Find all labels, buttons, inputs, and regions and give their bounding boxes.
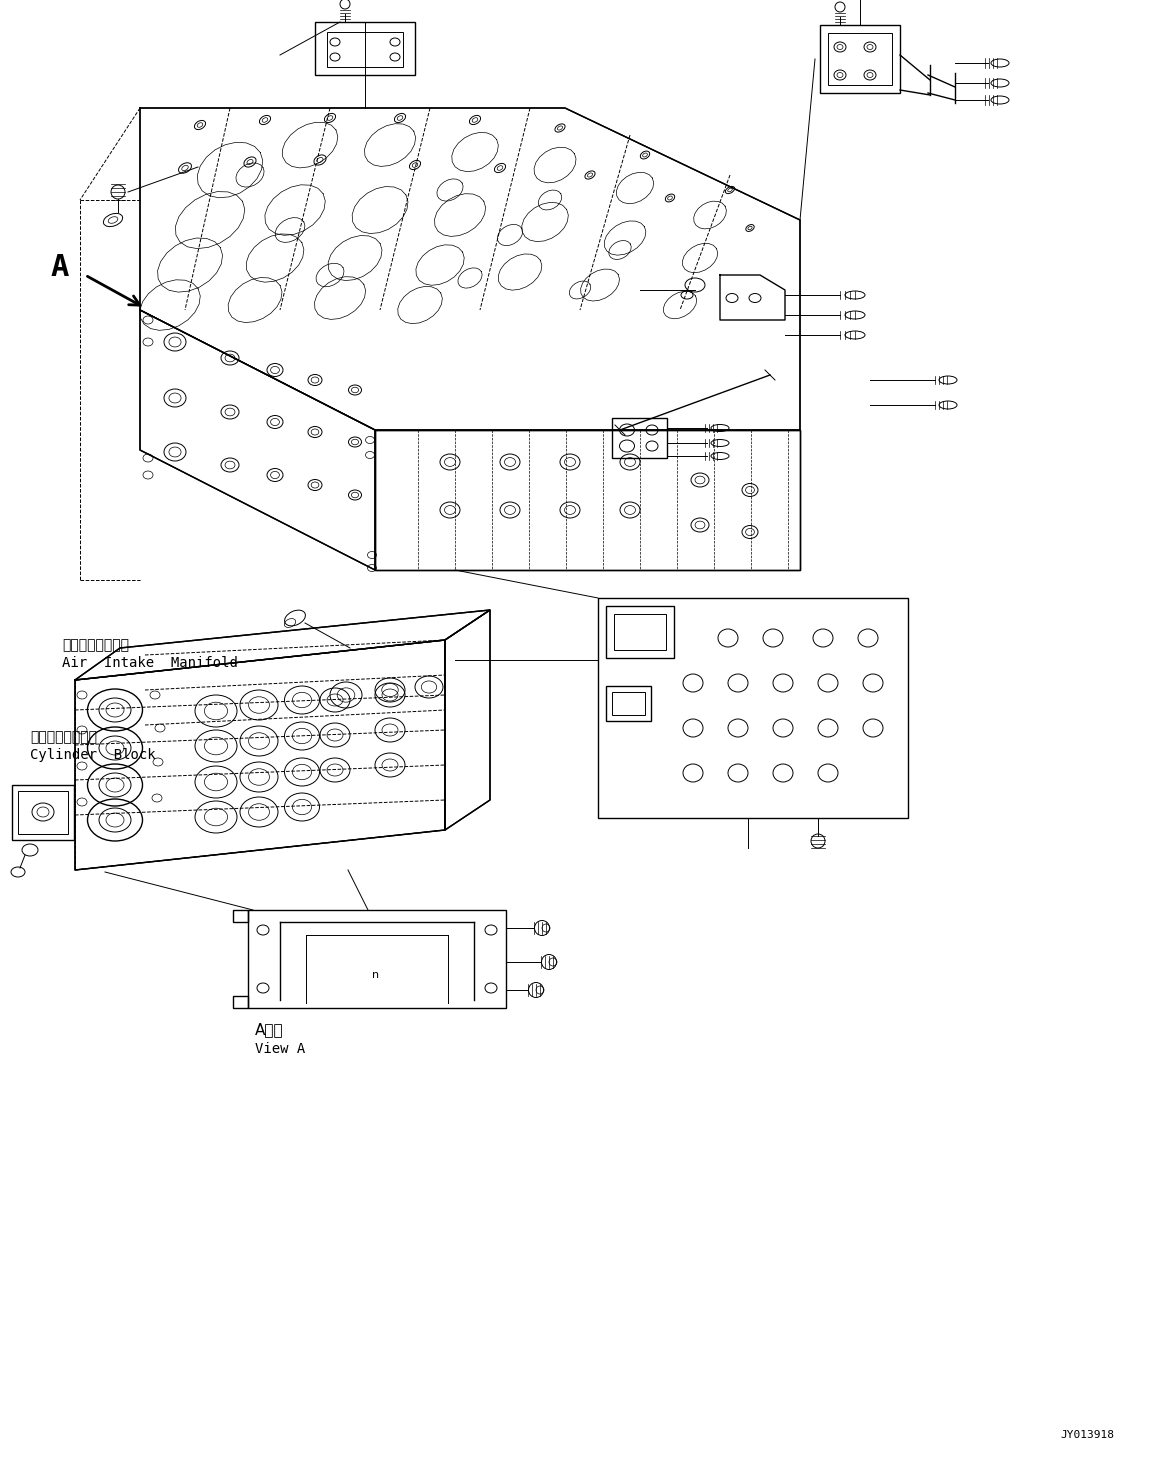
Bar <box>606 606 675 657</box>
Text: A: A <box>51 253 69 283</box>
Polygon shape <box>140 310 374 569</box>
Text: シリンダブロック: シリンダブロック <box>30 731 97 744</box>
Bar <box>614 613 666 650</box>
Bar <box>327 32 404 67</box>
Bar <box>598 597 908 818</box>
Text: n: n <box>372 971 379 979</box>
Bar <box>820 25 900 94</box>
Bar <box>606 687 651 720</box>
Text: 吸気マニホールド: 吸気マニホールド <box>62 638 129 651</box>
Text: Air  Intake  Manifold: Air Intake Manifold <box>62 656 238 671</box>
Bar <box>17 791 67 834</box>
Polygon shape <box>74 610 490 679</box>
Polygon shape <box>374 430 800 569</box>
Bar <box>233 996 248 1009</box>
Bar <box>612 419 668 458</box>
Text: JY013918: JY013918 <box>1059 1430 1114 1441</box>
Bar <box>248 911 506 1009</box>
Polygon shape <box>74 640 445 870</box>
Polygon shape <box>445 610 490 830</box>
Text: A　視: A 視 <box>255 1022 284 1037</box>
Bar <box>612 692 645 714</box>
Bar <box>315 22 415 75</box>
Text: View A: View A <box>255 1042 305 1056</box>
Text: Cylinder  Block: Cylinder Block <box>30 748 156 761</box>
Bar <box>12 785 74 840</box>
Bar <box>233 911 248 922</box>
Polygon shape <box>140 108 800 430</box>
Bar <box>828 34 892 85</box>
